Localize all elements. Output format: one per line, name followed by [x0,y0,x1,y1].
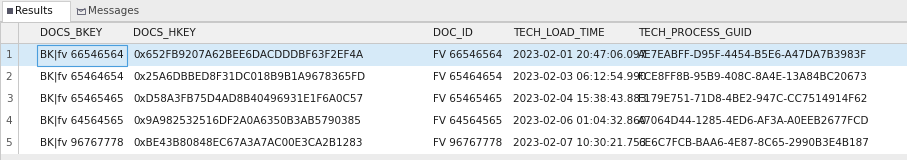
Text: F179E751-71D8-4BE2-947C-CC7514914F62: F179E751-71D8-4BE2-947C-CC7514914F62 [638,94,867,104]
Bar [0,21,907,22]
Bar [0,66,907,88]
Text: 2023-02-07 10:30:21.753: 2023-02-07 10:30:21.753 [513,138,647,148]
Text: A7064D44-1285-4ED6-AF3A-A0EEB2677FCD: A7064D44-1285-4ED6-AF3A-A0EEB2677FCD [638,116,870,126]
Text: AE7EABFF-D95F-4454-B5E6-A47DA7B3983F: AE7EABFF-D95F-4454-B5E6-A47DA7B3983F [638,50,867,60]
Text: 2: 2 [5,72,13,82]
Bar [10,11,13,14]
Text: DOC_ID: DOC_ID [433,28,473,38]
Text: FV 66546564: FV 66546564 [433,50,502,60]
Text: 2023-02-01 20:47:06.097: 2023-02-01 20:47:06.097 [513,50,647,60]
Text: FCE8FF8B-95B9-408C-8A4E-13A84BC20673: FCE8FF8B-95B9-408C-8A4E-13A84BC20673 [638,72,867,82]
Text: 3: 3 [5,94,13,104]
Bar [10,8,13,11]
Bar [0,65,907,66]
Text: TECH_LOAD_TIME: TECH_LOAD_TIME [513,28,605,38]
Text: 0x25A6DBBED8F31DC018B9B1A9678365FD: 0x25A6DBBED8F31DC018B9B1A9678365FD [133,72,366,82]
Bar [0,0,907,22]
Bar [0,132,907,154]
Text: FV 65464654: FV 65464654 [433,72,502,82]
Text: DOCS_HKEY: DOCS_HKEY [133,28,196,38]
Text: 0xD58A3FB75D4AD8B40496931E1F6A0C57: 0xD58A3FB75D4AD8B40496931E1F6A0C57 [133,94,363,104]
Text: Messages: Messages [88,6,139,16]
Text: 2023-02-06 01:04:32.860: 2023-02-06 01:04:32.860 [513,116,647,126]
Text: FV 96767778: FV 96767778 [433,138,502,148]
Bar [77,8,85,14]
Bar [7,8,9,11]
Bar [0,43,907,44]
Text: BK|fv 65465465: BK|fv 65465465 [40,94,123,104]
Bar [0,110,907,132]
Text: 5: 5 [5,138,13,148]
Text: BK|fv 65464654: BK|fv 65464654 [40,72,123,82]
Bar [7,11,9,14]
Bar [2,1,70,22]
Text: 4: 4 [5,116,13,126]
Text: 2023-02-03 06:12:54.990: 2023-02-03 06:12:54.990 [513,72,647,82]
Bar [0,44,907,66]
Text: 6E6C7FCB-BAA6-4E87-8C65-2990B3E4B187: 6E6C7FCB-BAA6-4E87-8C65-2990B3E4B187 [638,138,869,148]
Text: BK|fv 66546564: BK|fv 66546564 [40,50,123,60]
Text: 0xBE43B80848EC67A3A7AC00E3CA2B1283: 0xBE43B80848EC67A3A7AC00E3CA2B1283 [133,138,363,148]
Text: Results: Results [15,6,53,16]
Bar [0,88,907,110]
Text: BK|fv 96767778: BK|fv 96767778 [40,138,123,148]
Text: 1: 1 [5,50,13,60]
Text: FV 65465465: FV 65465465 [433,94,502,104]
Text: DOCS_BKEY: DOCS_BKEY [40,28,102,38]
Text: 2023-02-04 15:38:43.883: 2023-02-04 15:38:43.883 [513,94,647,104]
Bar [0,109,907,110]
Text: TECH_PROCESS_GUID: TECH_PROCESS_GUID [638,28,752,38]
Text: 0x9A982532516DF2A0A6350B3AB5790385: 0x9A982532516DF2A0A6350B3AB5790385 [133,116,361,126]
Text: FV 64564565: FV 64564565 [433,116,502,126]
Bar [37,44,127,65]
Bar [0,153,907,154]
Text: BK|fv 64564565: BK|fv 64564565 [40,116,123,126]
Bar [0,22,907,160]
Text: 0x652FB9207A62BEE6DACDDDBF63F2EF4A: 0x652FB9207A62BEE6DACDDDBF63F2EF4A [133,50,363,60]
Bar [0,22,907,44]
